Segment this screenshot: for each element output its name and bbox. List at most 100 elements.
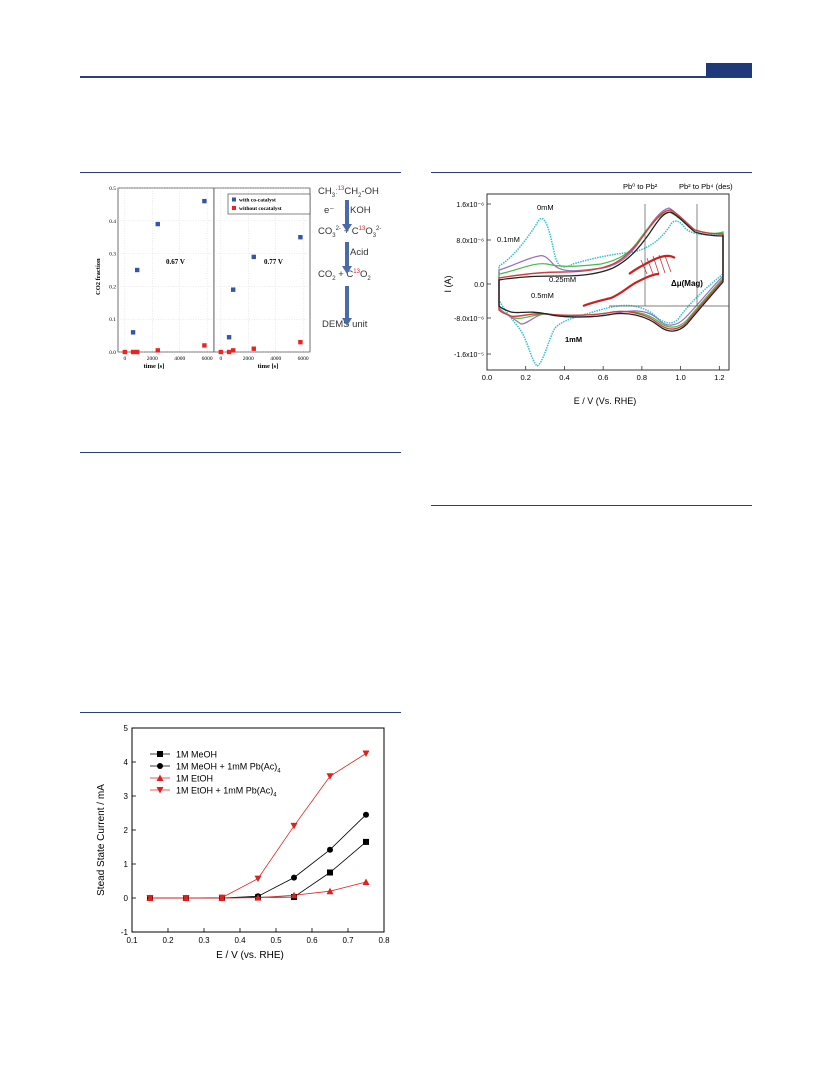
- ss-point-series-1: [327, 846, 333, 853]
- co2-xtick-label: 4000: [270, 356, 281, 362]
- cv-label-0.5mM: 0.5mM: [531, 291, 554, 300]
- cv-ylabel: I (A): [443, 275, 453, 292]
- header-rule: [80, 76, 752, 78]
- ss-xtick-label: 0.2: [162, 936, 174, 945]
- scheme-low-b: + C: [335, 269, 354, 281]
- scheme-low-c: 13: [353, 269, 360, 275]
- co2-ylabel: CO2 fraction: [95, 258, 102, 295]
- scheme-mid-a-sup: 2-: [335, 226, 341, 232]
- cv-label-pb2-pb4: Pb² to Pb⁴ (des): [679, 182, 733, 191]
- cv-xtick-label: 0.6: [598, 373, 608, 382]
- scheme-mid-d: O: [365, 226, 373, 238]
- ss-xtick-label: 0.7: [342, 936, 354, 945]
- ss-xtick-label: 0.5: [270, 936, 282, 945]
- scheme-low: CO2 + C13O2: [318, 269, 371, 282]
- ss-point-series-3: [254, 875, 262, 883]
- co2-xlabel-left: time [s]: [144, 363, 165, 370]
- ss-xlabel: E / V (vs. RHE): [216, 950, 284, 961]
- scheme-top: CH3:13CH2-OH: [318, 186, 379, 200]
- cv-ytick-label: 8.0x10⁻⁶: [456, 238, 484, 245]
- co2-ytick-label: 0.0: [109, 350, 116, 356]
- co2-legend-label-without: without cocatalyst: [239, 206, 282, 212]
- scheme-top-a-sub: 3: [331, 193, 336, 200]
- co2-xtick-label: 0: [123, 356, 126, 362]
- ss-xtick-label: 0.4: [234, 936, 246, 945]
- co2-xtick-label: 2000: [243, 356, 254, 362]
- ss-point-series-2: [290, 891, 298, 899]
- cv-xtick-label: 1.0: [675, 373, 685, 382]
- ss-series-line-1: [150, 814, 367, 899]
- ss-ytick-label: 5: [124, 724, 129, 733]
- ss-series-line-0: [150, 841, 367, 899]
- co2-ytick-label: 0.5: [109, 186, 116, 192]
- scheme-mid-c: 13: [358, 226, 366, 232]
- co2-xtick-label: 2000: [147, 356, 158, 362]
- ss-point-series-2: [326, 887, 334, 895]
- ss-point-series-2: [362, 878, 370, 886]
- ss-legend-label-2: 1M EtOH: [176, 774, 213, 784]
- co2-point-without: [298, 339, 303, 345]
- ss-ylabel: Stead State Current / mA: [96, 784, 107, 896]
- cv-pb-oxidation-band: [628, 254, 676, 275]
- co2-ytick-label: 0.3: [109, 252, 116, 258]
- co2-legend-marker-without: [232, 206, 236, 210]
- co2-legend-box: [227, 193, 311, 215]
- ss-point-series-0: [363, 838, 369, 845]
- ss-legend-marker-2: [156, 774, 164, 781]
- cv-xtick-label: 0.2: [521, 373, 531, 382]
- ss-plot-frame: [131, 727, 385, 933]
- steady-state-figure: 0.1 0.2 0.3 0.4 0.5 0.6 0.7 0.8 -1 0 1 2 3 4 5 1M MeOH…: [96, 724, 390, 961]
- cv-xtick-label: 0.4: [559, 373, 569, 382]
- cv-xtick-label: 0.8: [637, 373, 647, 382]
- co2-point-without: [202, 343, 207, 348]
- ss-xtick-label: 0.6: [306, 936, 318, 945]
- co2-point-without: [231, 348, 236, 353]
- ss-point-series-0: [327, 869, 333, 876]
- cv-xtick-label: 1.2: [714, 373, 724, 382]
- scheme-arrow-2: [342, 242, 352, 274]
- co2-point-without: [135, 349, 140, 355]
- ss-legend-label-0: 1M MeOH: [176, 750, 217, 760]
- ss-ytick-label: 2: [124, 826, 129, 835]
- co2-fraction-figure: 0.0 0.1 0.2 0.3 0.4 0.5 0 2000 4000 6000 0 2000 4000…: [95, 186, 311, 370]
- scheme-top-c-sub: 2: [358, 193, 362, 200]
- co2-panel-frame-0: [117, 187, 215, 353]
- co2-point-without: [251, 346, 256, 351]
- page-number-tab: [706, 63, 752, 77]
- scheme-low-d: O: [359, 269, 368, 281]
- co2-legend-label-with: with co-catalyst: [239, 198, 276, 204]
- co2-point-with: [135, 267, 140, 273]
- co2-point-with: [251, 254, 256, 260]
- scheme-mid-d-sup: 2-: [376, 226, 382, 232]
- cv-pb-deposition-band: [582, 272, 660, 308]
- scheme-arrows: [342, 200, 352, 326]
- cv-ytick-label: 0.0: [474, 282, 484, 289]
- ss-point-series-3: [218, 894, 226, 902]
- scheme-low-a-sub: 2: [332, 276, 336, 283]
- ss-ytick-label: -1: [121, 928, 129, 937]
- co2-point-with: [202, 198, 207, 204]
- co2-point-with: [226, 335, 232, 340]
- scheme-low-d-sub: 2: [367, 276, 371, 283]
- ss-ytick-label: 4: [124, 758, 129, 767]
- figure-rule-bottom-left: [80, 712, 401, 713]
- scheme-mid-a-sub: 3: [332, 233, 336, 240]
- cv-label-delta-mu: Δμ(Mag): [671, 279, 703, 288]
- scheme-mid-b: + C: [340, 226, 359, 238]
- co2-xtick-label: 6000: [298, 356, 309, 362]
- ss-point-series-3: [326, 773, 334, 780]
- co2-xtick-label: 4000: [174, 356, 185, 362]
- ss-xtick-label: 0.8: [378, 936, 390, 945]
- ss-xtick-label: 0.1: [126, 936, 138, 945]
- scheme-arrow-3: [342, 286, 352, 326]
- scheme-arrow-1: [342, 200, 352, 232]
- scheme-mid-d-sub: 3: [372, 233, 377, 240]
- co2-point-with: [155, 221, 160, 227]
- scheme-mid-a: CO: [318, 226, 333, 238]
- ss-legend-label-1: 1M MeOH + 1mM Pb(Ac)4: [176, 762, 281, 775]
- ss-point-series-2: [254, 894, 262, 901]
- cv-xtick-label: 0.0: [482, 373, 492, 382]
- cv-label-0mM: 0mM: [537, 203, 554, 212]
- cv-label-pb0-pb2: Pb⁰ to Pb²: [623, 182, 658, 191]
- co2-ytick-label: 0.1: [109, 317, 116, 323]
